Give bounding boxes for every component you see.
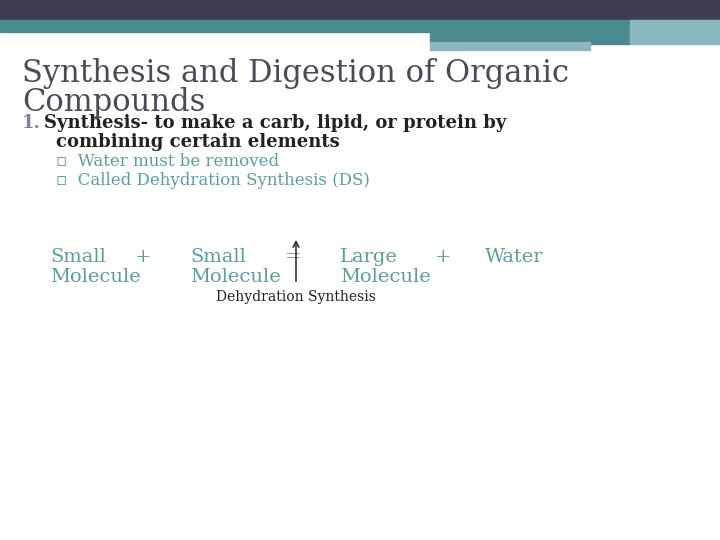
Text: +: +: [435, 248, 451, 266]
Text: Molecule: Molecule: [50, 268, 140, 286]
Text: +: +: [135, 248, 151, 266]
Text: Large: Large: [340, 248, 398, 266]
Bar: [0, 0, 720, 22]
Text: Compounds: Compounds: [22, 87, 205, 118]
Text: Dehydration Synthesis: Dehydration Synthesis: [216, 290, 376, 304]
Text: ▫  Called Dehydration Synthesis (DS): ▫ Called Dehydration Synthesis (DS): [56, 172, 370, 189]
Text: Synthesis and Digestion of Organic: Synthesis and Digestion of Organic: [22, 58, 569, 89]
Bar: [630, 20, 720, 44]
Text: combining certain elements: combining certain elements: [56, 133, 340, 151]
Text: Molecule: Molecule: [340, 268, 431, 286]
Text: Small: Small: [190, 248, 246, 266]
Text: Small: Small: [50, 248, 106, 266]
Bar: [0, 20, 430, 32]
Bar: [430, 20, 630, 44]
Text: =: =: [285, 248, 302, 266]
Text: 1.: 1.: [22, 114, 41, 132]
Text: Water: Water: [485, 248, 544, 266]
Bar: [430, 42, 590, 50]
Text: Synthesis- to make a carb, lipid, or protein by: Synthesis- to make a carb, lipid, or pro…: [44, 114, 506, 132]
Text: ▫  Water must be removed: ▫ Water must be removed: [56, 153, 279, 170]
Text: Molecule: Molecule: [190, 268, 281, 286]
